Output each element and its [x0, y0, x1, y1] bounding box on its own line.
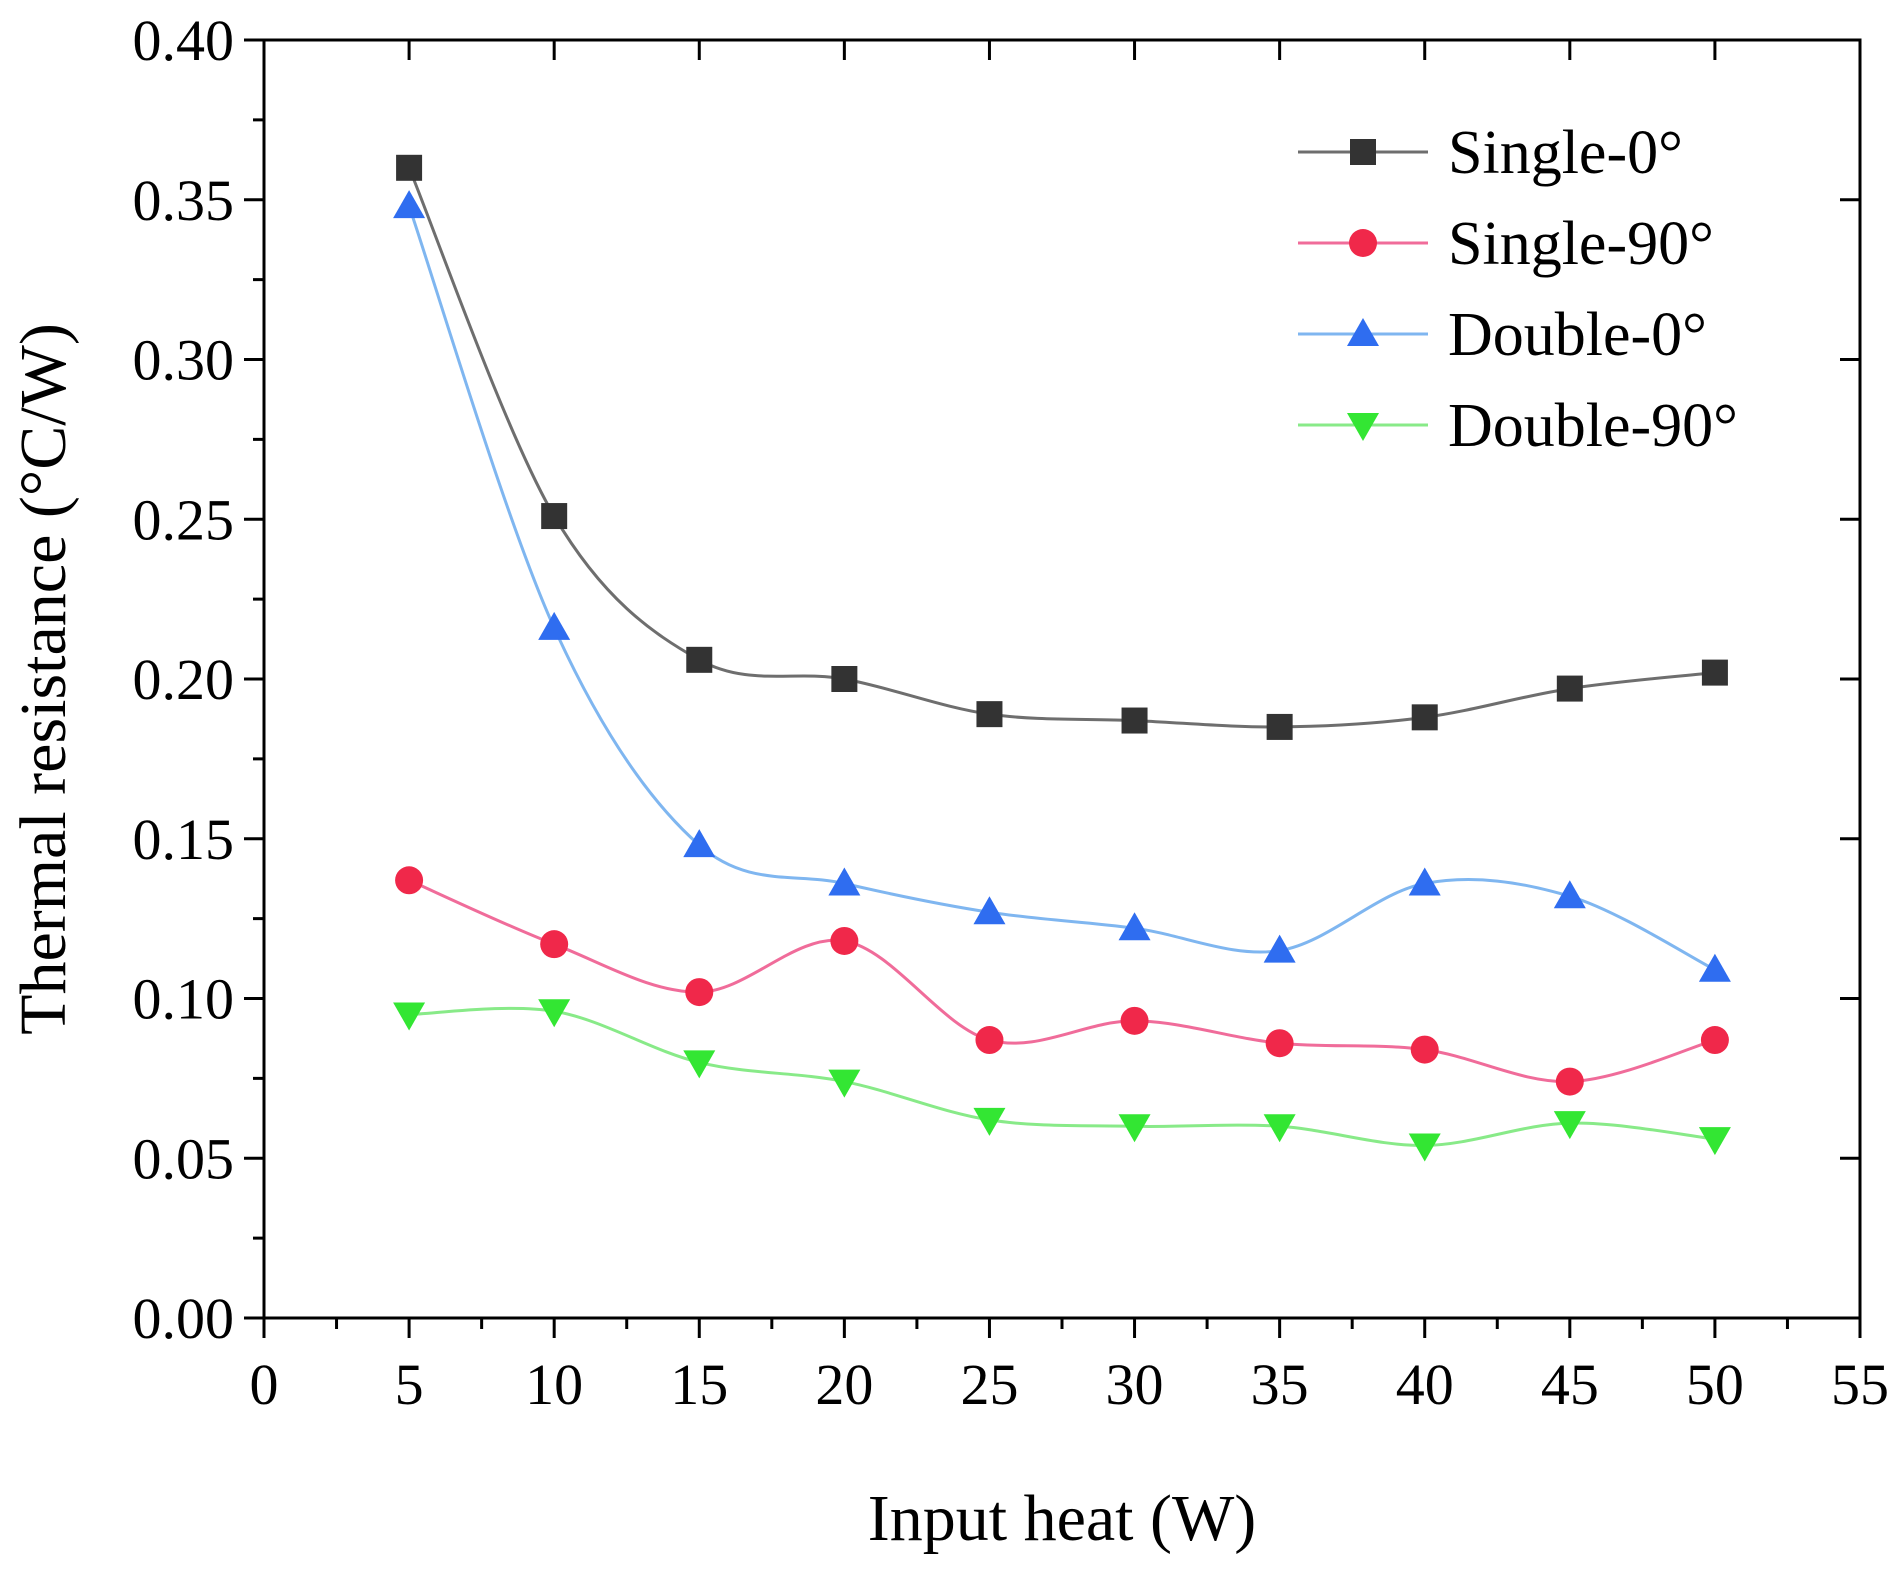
data-point-circle — [1700, 1026, 1729, 1055]
data-point-circle — [830, 926, 859, 955]
data-point-triangle-down — [1263, 1114, 1296, 1143]
x-tick-label: 0 — [250, 1352, 279, 1417]
y-tick-label: 0.30 — [133, 328, 235, 393]
data-point-circle — [685, 978, 714, 1007]
legend-marker-square — [1350, 139, 1376, 165]
series-line-0 — [407, 167, 1716, 729]
legend-marker-triangle-down — [1347, 413, 1379, 441]
data-point-triangle-down — [1118, 1114, 1151, 1143]
data-point-square — [976, 701, 1003, 728]
ticks-layer — [244, 38, 1862, 1338]
data-point-triangle-up — [1118, 912, 1151, 941]
legend-marker-triangle-up — [1347, 318, 1379, 346]
data-point-square — [1266, 713, 1293, 740]
data-point-triangle-down — [683, 1050, 716, 1079]
data-point-circle — [1410, 1035, 1439, 1064]
data-point-triangle-up — [1553, 880, 1586, 909]
tick-labels-layer: 0 5 10 15 20 25 30 35 40 45 50 55 0.00 0.05 0.10 0.15 0.… — [133, 8, 1890, 1417]
data-point-square — [1411, 704, 1438, 731]
data-point-triangle-up — [828, 867, 861, 896]
x-tick-label: 30 — [1106, 1352, 1164, 1417]
legend-marker-circle — [1349, 229, 1377, 257]
data-point-square — [396, 154, 423, 181]
x-tick-label: 5 — [395, 1352, 424, 1417]
legend-label: Single-0° — [1448, 119, 1683, 187]
data-point-triangle-up — [1408, 867, 1441, 896]
data-point-square — [541, 503, 568, 530]
series-markers-layer — [393, 154, 1731, 1162]
data-point-triangle-down — [973, 1107, 1006, 1136]
data-point-triangle-down — [393, 1002, 426, 1031]
data-point-circle — [1120, 1006, 1149, 1035]
data-point-circle — [1555, 1067, 1584, 1096]
legend-label: Double-90° — [1448, 392, 1738, 460]
y-axis-title: Thermal resistance (°C/W) — [7, 323, 80, 1035]
y-tick-label: 0.10 — [133, 967, 235, 1032]
data-point-circle — [540, 930, 569, 959]
legend-entry: Single-90° — [1298, 210, 1714, 278]
series-line-1 — [408, 878, 1716, 1084]
y-tick-label: 0.00 — [133, 1286, 235, 1351]
data-point-triangle-up — [393, 190, 426, 219]
x-tick-label: 25 — [960, 1352, 1018, 1417]
x-axis-title: Input heat (W) — [868, 1482, 1257, 1555]
y-tick-label: 0.40 — [133, 8, 235, 73]
data-point-triangle-up — [1698, 953, 1731, 982]
data-point-circle — [975, 1026, 1004, 1055]
legend-label: Single-90° — [1448, 210, 1714, 278]
data-point-square — [686, 646, 713, 673]
data-point-square — [831, 666, 858, 692]
data-point-triangle-down — [828, 1069, 861, 1098]
legend-entry: Double-90° — [1298, 392, 1738, 460]
data-point-triangle-down — [538, 999, 571, 1028]
x-tick-label: 40 — [1396, 1352, 1454, 1417]
data-point-triangle-up — [1263, 934, 1296, 963]
legend: Single-0° Single-90° Double-0° Double-90° — [1298, 119, 1738, 460]
x-tick-label: 10 — [525, 1352, 583, 1417]
data-point-circle — [1265, 1029, 1294, 1058]
data-point-triangle-up — [973, 896, 1006, 925]
data-point-square — [1556, 675, 1583, 702]
data-point-triangle-down — [1408, 1133, 1441, 1162]
y-tick-label: 0.25 — [133, 487, 235, 552]
x-tick-label: 15 — [670, 1352, 728, 1417]
series-line-3 — [409, 1006, 1716, 1147]
y-tick-label: 0.35 — [133, 168, 235, 233]
data-point-triangle-down — [1698, 1127, 1731, 1156]
data-point-square — [1121, 707, 1148, 734]
data-point-triangle-up — [683, 829, 716, 858]
data-point-circle — [395, 866, 424, 895]
y-tick-label: 0.20 — [133, 647, 235, 712]
legend-entry: Single-0° — [1298, 119, 1683, 187]
x-tick-label: 55 — [1831, 1352, 1889, 1417]
y-tick-label: 0.05 — [133, 1126, 235, 1191]
x-tick-label: 45 — [1541, 1352, 1599, 1417]
legend-label: Double-0° — [1448, 301, 1707, 369]
data-point-triangle-down — [1553, 1111, 1586, 1140]
x-tick-label: 50 — [1686, 1352, 1744, 1417]
data-point-triangle-up — [538, 611, 571, 640]
x-tick-label: 35 — [1251, 1352, 1309, 1417]
y-tick-label: 0.15 — [133, 807, 235, 872]
x-tick-label: 20 — [815, 1352, 873, 1417]
legend-entry: Double-0° — [1298, 301, 1707, 369]
data-point-square — [1701, 659, 1728, 686]
